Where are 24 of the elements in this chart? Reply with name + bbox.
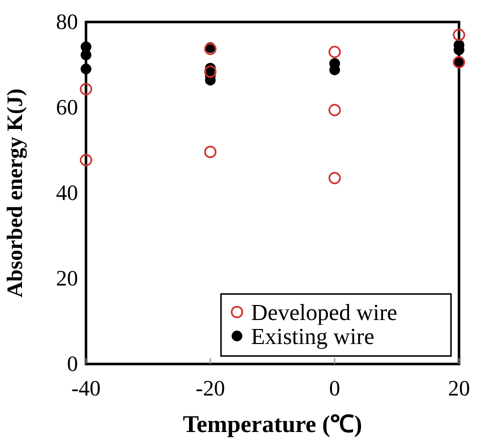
y-tick-label: 40 [56,180,78,206]
point [80,82,92,96]
y-tick-label: 80 [56,9,78,34]
legend-label: Developed wire [251,300,398,325]
x-tick-label: 20 [448,376,470,401]
point [204,146,216,158]
x-tick-label: -20 [196,376,225,401]
point [80,50,92,60]
point [328,172,341,184]
legend-label: Existing wire [251,324,374,349]
point [204,65,216,78]
x-tick-label: -40 [71,376,101,401]
x-axis-title: Temperature (℃) [182,412,362,438]
y-tick-label: 60 [56,94,78,120]
y-axis-title: Absorbed energy K(J) [2,88,27,298]
point [204,42,216,56]
point [80,64,92,74]
point [452,28,466,41]
y-tick-label: 20 [56,266,78,291]
y-tick-label: 0 [67,351,78,376]
point [328,46,341,58]
point [328,104,341,116]
point [80,154,92,166]
x-tick-label: 0 [329,376,340,401]
